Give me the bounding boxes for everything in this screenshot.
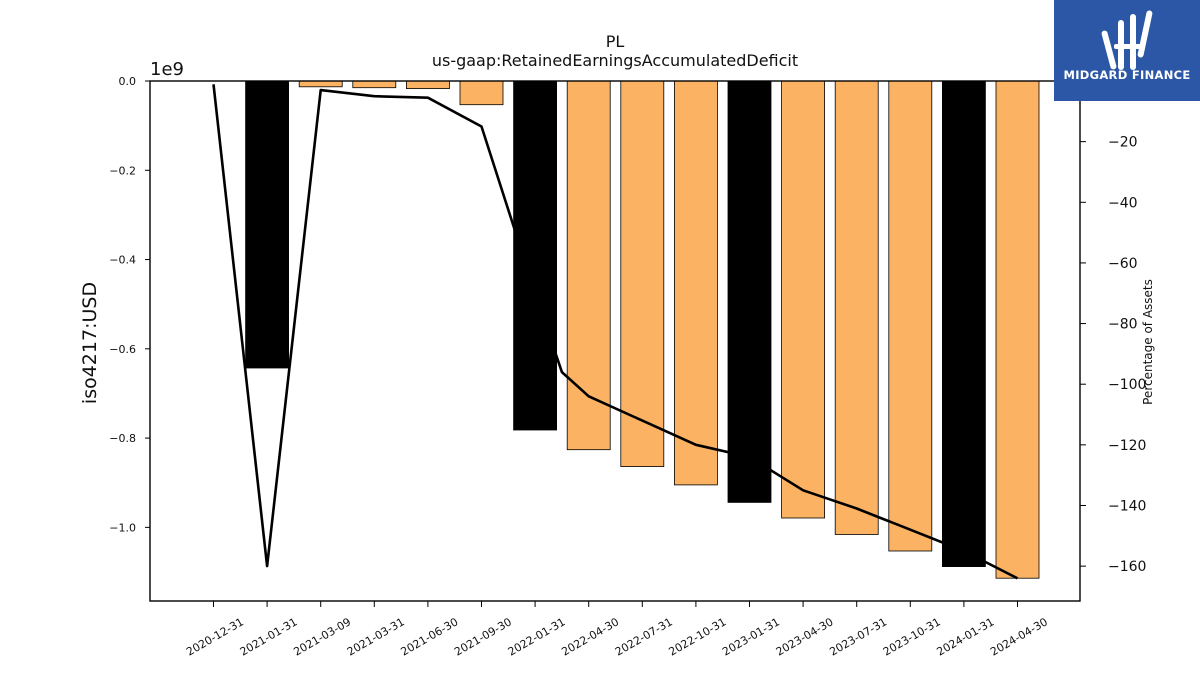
y-right-tick-label: −60 (1108, 256, 1138, 272)
y-left-tick-label: −0.4 (109, 254, 136, 267)
y-left-offset-label: 1e9 (150, 59, 184, 80)
y-right-tick-label: −80 (1108, 317, 1138, 333)
y-right-tick-label: −120 (1108, 438, 1146, 454)
x-tick-label: 2023-07-31 (827, 615, 889, 658)
x-tick-label: 2023-04-30 (774, 615, 836, 658)
x-tick-label: 2021-09-30 (452, 615, 514, 658)
y-left-tick-label: 0.0 (119, 75, 137, 88)
x-tick-label: 2024-04-30 (988, 615, 1050, 658)
bar-2021-03-31 (352, 80, 397, 89)
logo-text: MIDGARD FINANCE (1063, 68, 1191, 82)
x-tick-label: 2022-01-31 (506, 615, 568, 658)
midgard-logo-icon (1101, 10, 1153, 70)
x-tick-label: 2021-06-30 (399, 615, 461, 658)
y-right-tick-label: −20 (1108, 135, 1138, 151)
y-left-tick-label: −0.2 (109, 164, 136, 177)
y-left-tick-label: −0.8 (109, 432, 136, 445)
y-right-tick-label: −160 (1108, 559, 1146, 575)
bar-2022-07-31 (620, 80, 665, 468)
bar-2022-10-31 (674, 80, 718, 486)
y-right-tick-label: −40 (1108, 195, 1138, 211)
chart-title-block: PL us-gaap:RetainedEarningsAccumulatedDe… (0, 32, 1200, 70)
bar-2023-04-30 (781, 80, 825, 519)
x-tick-label: 2024-01-31 (935, 615, 997, 658)
bars-layer (245, 80, 1040, 579)
y-left-axis-label: iso4217:USD (79, 282, 101, 404)
bar-2021-03-09 (298, 80, 343, 88)
y-right-axis-label: Percentage of Assets (1141, 279, 1155, 405)
bar-2021-01-31 (245, 80, 290, 369)
chart-title: PL (605, 32, 625, 51)
x-tick-label: 2021-01-31 (238, 615, 300, 658)
brand-logo: MIDGARD FINANCE (1054, 0, 1200, 101)
percentage-line-layer (212, 84, 1019, 580)
x-tick-label: 2021-03-31 (345, 615, 407, 658)
x-tick-label: 2021-03-09 (291, 615, 353, 658)
bar-2023-01-31 (727, 80, 772, 503)
bar-2022-04-30 (566, 80, 611, 451)
x-tick-label: 2020-12-31 (184, 615, 246, 658)
x-tick-label: 2023-10-31 (881, 615, 943, 658)
bar-2024-04-30 (995, 80, 1040, 579)
bar-2022-01-31 (513, 80, 557, 431)
bar-2021-06-30 (405, 80, 450, 89)
percentage-of-assets-line (212, 84, 1019, 580)
y-right-tick-label: −100 (1108, 377, 1146, 393)
bar-2024-01-31 (942, 80, 986, 568)
x-tick-label: 2023-01-31 (720, 615, 782, 658)
bar-2023-10-31 (888, 80, 933, 552)
chart-subtitle: us-gaap:RetainedEarningsAccumulatedDefic… (431, 51, 799, 70)
x-tick-label: 2022-04-30 (559, 615, 621, 658)
x-tick-label: 2022-10-31 (667, 615, 729, 658)
y-left-tick-label: −1.0 (109, 521, 136, 534)
bar-2023-07-31 (834, 80, 879, 535)
y-right-tick-label: −140 (1108, 498, 1146, 514)
plot-frame (149, 80, 1081, 602)
x-tick-label: 2022-07-31 (613, 615, 675, 658)
y-left-tick-label: −0.6 (109, 343, 136, 356)
bar-2021-09-30 (459, 80, 504, 106)
